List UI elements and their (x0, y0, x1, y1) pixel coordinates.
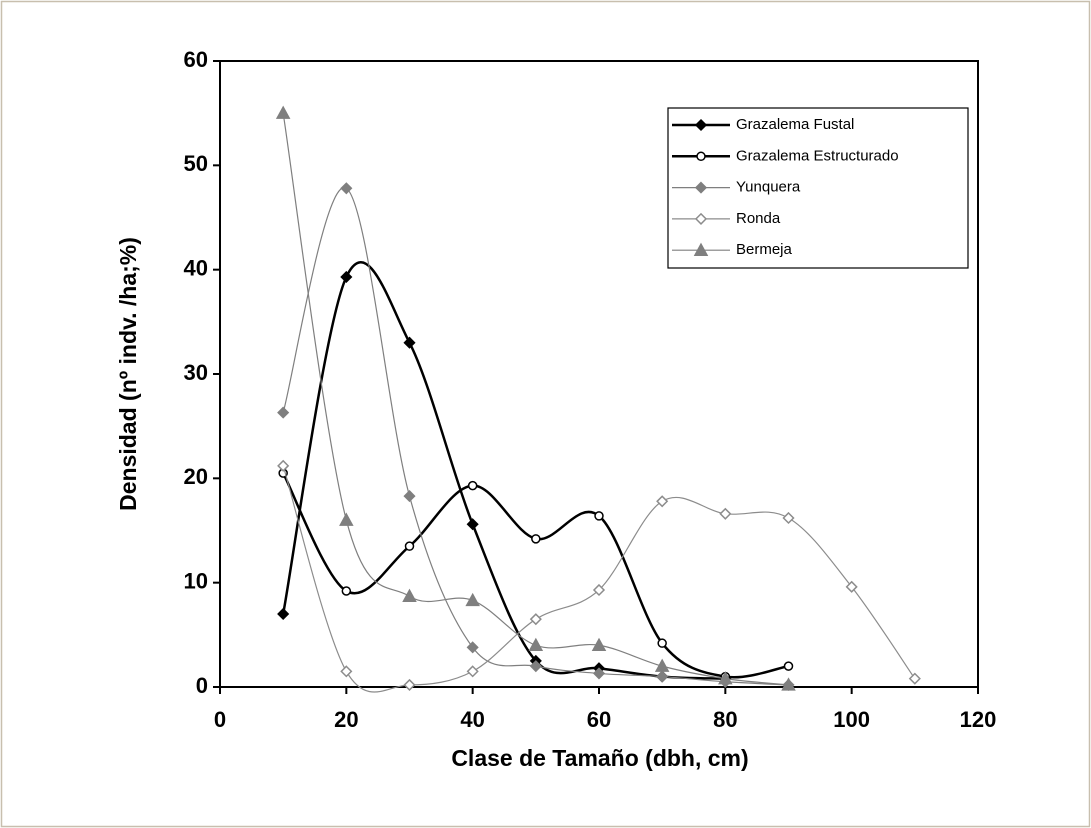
legend-label: Yunquera (736, 179, 801, 196)
marker (654, 658, 670, 672)
marker (657, 638, 667, 648)
marker (529, 613, 542, 626)
marker (591, 637, 607, 652)
marker (403, 336, 416, 349)
marker (908, 672, 921, 685)
x-tick-label: 100 (833, 707, 870, 732)
marker (403, 490, 416, 503)
x-tick-label: 40 (460, 707, 484, 732)
legend: Grazalema Fustal Grazalema Estructurado Yu… (667, 107, 969, 269)
marker (277, 406, 290, 419)
marker (694, 118, 708, 132)
marker (845, 580, 858, 593)
y-tick-label: 40 (184, 255, 208, 280)
marker (467, 480, 478, 491)
marker (719, 507, 732, 520)
y-tick-label: 10 (184, 568, 208, 593)
legend-label: Bermeja (736, 241, 793, 258)
marker (782, 511, 795, 525)
marker (718, 671, 733, 685)
marker (466, 518, 479, 531)
y-tick-label: 0 (196, 673, 208, 698)
legend-label: Ronda (736, 210, 781, 227)
marker (340, 182, 353, 195)
y-tick-label: 50 (184, 151, 208, 176)
x-tick-label: 0 (214, 707, 226, 732)
x-tick-label: 20 (334, 707, 358, 732)
legend-label: Grazalema Fustal (736, 116, 854, 133)
marker (466, 665, 479, 678)
y-tick-label: 20 (184, 464, 208, 489)
series-line (281, 261, 726, 680)
x-tick-label: 60 (587, 707, 611, 732)
marker (340, 665, 353, 678)
marker (656, 495, 669, 508)
marker (277, 607, 290, 621)
marker (341, 586, 352, 596)
marker (594, 511, 604, 521)
marker (339, 512, 354, 526)
marker (466, 641, 479, 654)
x-tick-label: 120 (960, 707, 997, 732)
series-line (282, 113, 789, 686)
marker (592, 583, 606, 597)
marker (531, 534, 541, 544)
x-axis-label: Clase de Tamaño (dbh, cm) (451, 745, 748, 771)
marker (694, 181, 708, 194)
marker (340, 270, 353, 284)
marker (693, 242, 709, 256)
marker (275, 105, 291, 119)
marker (656, 670, 669, 683)
marker (403, 678, 416, 691)
marker (696, 151, 706, 162)
y-tick-label: 60 (184, 47, 208, 72)
marker (277, 459, 290, 472)
marker (402, 588, 417, 602)
x-tick-label: 80 (713, 707, 737, 732)
marker (694, 212, 708, 225)
legend-label: Grazalema Estructurado (736, 147, 899, 164)
marker (781, 677, 796, 691)
marker (465, 592, 480, 607)
marker (783, 661, 794, 671)
marker (529, 660, 542, 673)
marker (404, 541, 415, 551)
y-axis-label: Densidad (nº indv. /ha;%) (115, 237, 141, 511)
y-tick-label: 30 (184, 360, 208, 385)
marker (528, 637, 544, 652)
marker (592, 667, 606, 680)
series-line (282, 465, 916, 693)
